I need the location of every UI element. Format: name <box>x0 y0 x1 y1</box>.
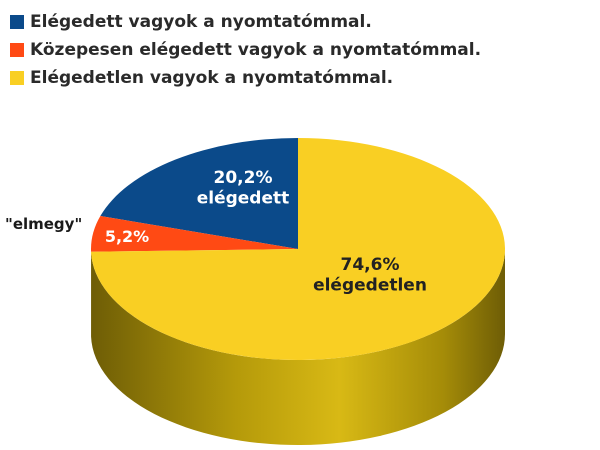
data-label-dissatisfied-line-1: elégedetlen <box>313 275 427 295</box>
annotation-elmegy: "elmegy" <box>5 215 82 233</box>
legend-label-satisfied: Elégedett vagyok a nyomtatómmal. <box>30 12 372 32</box>
legend-swatch-satisfied <box>10 15 24 29</box>
data-label-satisfied-line-1: elégedett <box>197 188 290 208</box>
pie-slice-0 <box>100 138 298 249</box>
data-label-satisfied-line-0: 20,2% <box>214 168 273 188</box>
pie-side-2 <box>91 249 506 445</box>
legend-label-moderately-satisfied: Közepesen elégedett vagyok a nyomtatómma… <box>30 40 482 60</box>
pie-slice-1 <box>91 216 298 252</box>
legend-swatch-dissatisfied <box>10 71 24 85</box>
legend-swatch-moderately-satisfied <box>10 43 24 57</box>
legend-item-satisfied: Elégedett vagyok a nyomtatómmal. <box>10 8 481 36</box>
data-label-moderately-satisfied: 5,2% <box>105 227 149 246</box>
data-label-moderately-satisfied-line-0: 5,2% <box>105 227 149 246</box>
legend-item-dissatisfied: Elégedetlen vagyok a nyomtatómmal. <box>10 64 481 92</box>
data-label-satisfied: 20,2% elégedett <box>197 168 290 208</box>
chart-legend: Elégedett vagyok a nyomtatómmal. Közepes… <box>10 8 481 92</box>
legend-item-moderately-satisfied: Közepesen elégedett vagyok a nyomtatómma… <box>10 36 481 64</box>
data-label-dissatisfied: 74,6% elégedetlen <box>313 255 427 295</box>
legend-label-dissatisfied: Elégedetlen vagyok a nyomtatómmal. <box>30 68 394 88</box>
pie-slice-2 <box>91 138 506 360</box>
data-label-dissatisfied-line-0: 74,6% <box>341 255 400 275</box>
